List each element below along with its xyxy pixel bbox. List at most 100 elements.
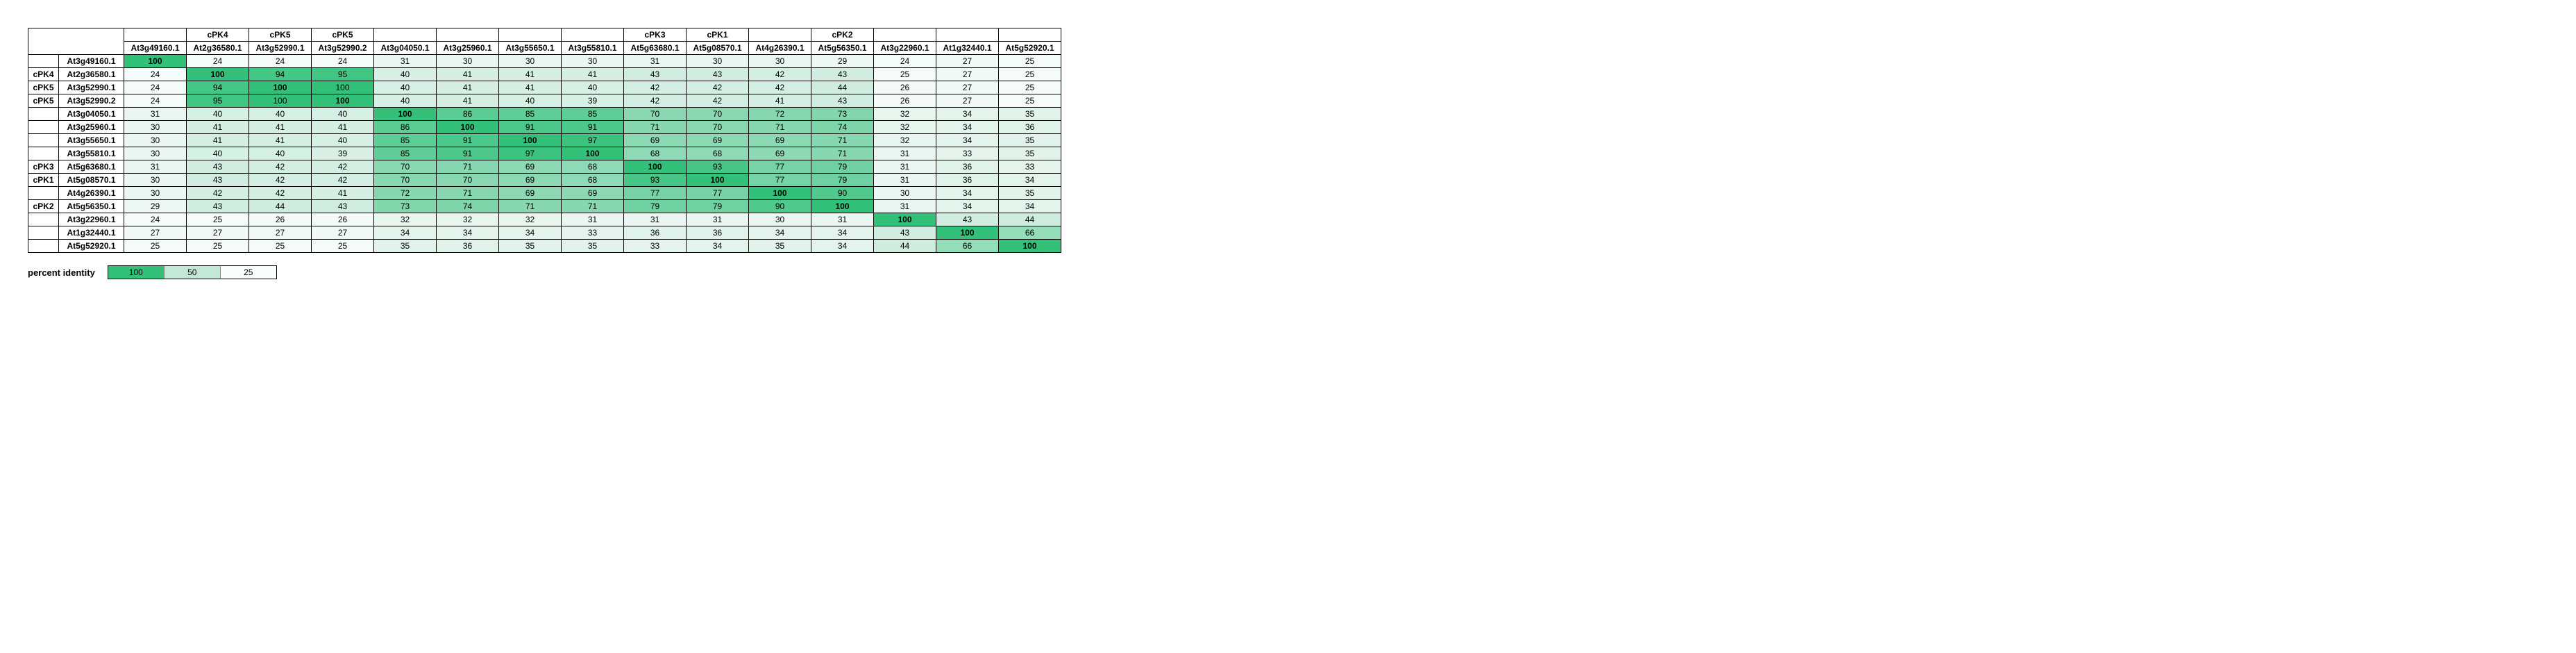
matrix-cell: 32 (374, 213, 437, 226)
matrix-cell: 30 (124, 147, 187, 160)
matrix-cell: 26 (249, 213, 312, 226)
matrix-cell: 41 (187, 121, 249, 134)
matrix-cell: 43 (811, 94, 874, 108)
matrix-cell: 33 (624, 240, 687, 253)
matrix-cell: 85 (374, 134, 437, 147)
col-cpk-label: cPK4 (187, 28, 249, 42)
matrix-cell: 24 (124, 94, 187, 108)
matrix-cell: 90 (811, 187, 874, 200)
matrix-cell: 39 (312, 147, 374, 160)
col-gene-label: At5g52920.1 (999, 42, 1061, 55)
matrix-cell: 35 (749, 240, 811, 253)
matrix-cell: 34 (811, 240, 874, 253)
matrix-cell: 41 (437, 68, 499, 81)
table-row: At3g55650.130414140859110097696969713234… (28, 134, 1061, 147)
matrix-cell: 27 (936, 68, 999, 81)
matrix-cell: 74 (437, 200, 499, 213)
header-corner (28, 28, 124, 55)
col-cpk-label: cPK1 (687, 28, 749, 42)
matrix-cell: 26 (874, 81, 936, 94)
matrix-cell: 91 (437, 147, 499, 160)
row-cpk-label (28, 226, 59, 240)
col-cpk-label (124, 28, 187, 42)
matrix-cell: 42 (749, 81, 811, 94)
matrix-cell: 42 (249, 160, 312, 174)
matrix-cell: 32 (437, 213, 499, 226)
matrix-cell: 27 (187, 226, 249, 240)
matrix-cell: 100 (999, 240, 1061, 253)
matrix-cell: 30 (124, 187, 187, 200)
legend-bar: 1005025 (108, 265, 277, 279)
table-row: At3g22960.124252626323232313131303110043… (28, 213, 1061, 226)
matrix-cell: 34 (936, 121, 999, 134)
matrix-cell: 40 (374, 94, 437, 108)
matrix-cell: 26 (874, 94, 936, 108)
matrix-cell: 72 (749, 108, 811, 121)
matrix-cell: 36 (936, 160, 999, 174)
matrix-cell: 71 (437, 187, 499, 200)
matrix-cell: 77 (749, 174, 811, 187)
matrix-cell: 73 (374, 200, 437, 213)
matrix-cell: 41 (312, 121, 374, 134)
matrix-cell: 93 (624, 174, 687, 187)
matrix-cell: 100 (811, 200, 874, 213)
matrix-cell: 31 (374, 55, 437, 68)
matrix-cell: 41 (187, 134, 249, 147)
matrix-cell: 24 (249, 55, 312, 68)
col-cpk-label: cPK2 (811, 28, 874, 42)
matrix-cell: 35 (999, 134, 1061, 147)
matrix-cell: 100 (124, 55, 187, 68)
matrix-cell: 42 (749, 68, 811, 81)
matrix-cell: 31 (624, 55, 687, 68)
matrix-cell: 36 (999, 121, 1061, 134)
matrix-cell: 70 (437, 174, 499, 187)
matrix-cell: 30 (499, 55, 562, 68)
row-gene-label: At3g04050.1 (59, 108, 124, 121)
matrix-cell: 100 (249, 94, 312, 108)
matrix-cell: 36 (936, 174, 999, 187)
matrix-cell: 33 (936, 147, 999, 160)
matrix-cell: 35 (999, 108, 1061, 121)
matrix-cell: 27 (249, 226, 312, 240)
matrix-cell: 27 (312, 226, 374, 240)
row-cpk-label (28, 213, 59, 226)
matrix-cell: 97 (562, 134, 624, 147)
col-gene-label: At3g49160.1 (124, 42, 187, 55)
row-cpk-label (28, 187, 59, 200)
table-row: cPK1At5g08570.13043424270706968931007779… (28, 174, 1061, 187)
row-cpk-label (28, 108, 59, 121)
table-row: At3g04050.131404040100868585707072733234… (28, 108, 1061, 121)
col-cpk-label (374, 28, 437, 42)
matrix-cell: 41 (562, 68, 624, 81)
table-row: cPK5At3g52990.12494100100404141404242424… (28, 81, 1061, 94)
matrix-cell: 43 (187, 200, 249, 213)
matrix-cell: 41 (437, 81, 499, 94)
matrix-cell: 30 (124, 121, 187, 134)
matrix-cell: 44 (999, 213, 1061, 226)
row-cpk-label (28, 121, 59, 134)
matrix-cell: 32 (874, 134, 936, 147)
col-gene-label: At3g55650.1 (499, 42, 562, 55)
matrix-cell: 40 (249, 147, 312, 160)
matrix-cell: 100 (562, 147, 624, 160)
col-cpk-label (999, 28, 1061, 42)
row-cpk-label: cPK2 (28, 200, 59, 213)
row-cpk-label: cPK1 (28, 174, 59, 187)
matrix-cell: 34 (936, 200, 999, 213)
matrix-cell: 24 (874, 55, 936, 68)
matrix-cell: 40 (374, 68, 437, 81)
matrix-cell: 34 (749, 226, 811, 240)
col-gene-label: At3g04050.1 (374, 42, 437, 55)
matrix-cell: 31 (874, 200, 936, 213)
matrix-cell: 34 (499, 226, 562, 240)
matrix-cell: 71 (624, 121, 687, 134)
matrix-cell: 35 (999, 147, 1061, 160)
matrix-cell: 25 (999, 55, 1061, 68)
matrix-cell: 33 (562, 226, 624, 240)
row-cpk-label: cPK5 (28, 81, 59, 94)
legend-label: percent identity (28, 267, 95, 278)
matrix-cell: 69 (499, 160, 562, 174)
matrix-cell: 31 (124, 160, 187, 174)
matrix-cell: 71 (811, 147, 874, 160)
matrix-cell: 86 (437, 108, 499, 121)
